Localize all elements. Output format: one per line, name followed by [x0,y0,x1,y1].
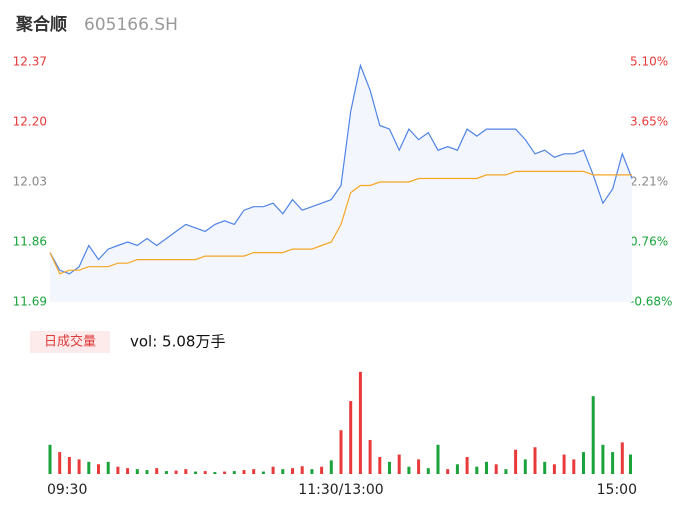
volume-total: vol: 5.08万手 [130,333,225,351]
volume-bar [485,461,488,474]
y-tick-label: 12.03 [13,175,47,189]
volume-bar [135,469,139,474]
y2-tick-label: -0.68% [630,295,672,309]
volume-bar [126,468,130,474]
volume-bar [562,454,566,474]
stock-code: 605166.SH [84,15,178,35]
volume-bar [261,471,265,474]
volume-bar [271,466,275,474]
volume-bar [252,469,256,474]
volume-bar [368,439,372,474]
volume-bar [67,456,71,474]
volume-bar [155,468,159,474]
volume-bar [358,371,362,474]
price-area [50,65,632,302]
y2-tick-label: 0.76% [630,235,668,249]
volume-bar [242,470,246,474]
volume-bar [523,459,527,474]
volume-bar [543,461,547,474]
volume-title: 日成交量 [44,334,96,350]
x-tick-label: 09:30 [47,482,87,498]
volume-bar [407,466,411,474]
volume-bar [465,456,469,474]
volume-bar [339,430,343,474]
volume-bar [58,452,62,474]
volume-bar [232,471,236,474]
volume-bar [494,464,498,474]
volume-bar [572,459,576,474]
volume-bar [629,454,632,474]
volume-bar [174,470,178,474]
volume-bar [300,466,304,474]
volume-bar [97,464,100,474]
y2-tick-label: 2.21% [630,175,668,189]
volume-bar [475,466,479,474]
volume-bar [388,461,391,474]
volume-bar [514,449,518,474]
volume-bar [184,469,188,474]
x-tick-label: 11:30/13:00 [298,482,383,498]
volume-bar [194,471,197,474]
volume-bar [620,442,624,474]
y-tick-label: 12.37 [13,55,47,69]
volume-bar [87,461,91,474]
volume-bar [417,459,421,474]
volume-bar [552,464,556,474]
volume-bar [48,444,52,474]
volume-bar [378,456,382,474]
volume-bar [291,468,294,474]
volume-bar [164,471,168,474]
y2-tick-label: 3.65% [630,115,668,129]
y-tick-label: 12.20 [13,115,47,129]
volume-bar [77,459,81,474]
volume-bar [310,469,314,474]
volume-bar [533,447,537,474]
volume-bar [281,469,285,474]
volume-bar [611,452,615,474]
volume-bar [106,461,110,474]
x-tick-label: 15:00 [597,482,637,498]
volume-bar [591,396,595,474]
volume-bar [349,401,353,474]
y-tick-label: 11.69 [13,295,47,309]
volume-bar [223,471,227,474]
volume-bar [446,469,450,474]
volume-bar [582,452,585,474]
stock-name: 聚合顺 [15,14,67,35]
volume-bar [145,470,149,474]
volume-bar [601,444,605,474]
volume-bar [455,464,459,474]
volume-bar [320,466,324,474]
volume-bar [329,460,333,474]
volume-label-box [30,331,110,353]
volume-bar [203,471,207,474]
volume-bar [504,469,508,474]
volume-bar [426,468,430,474]
volume-bar [213,472,217,474]
price-line [49,63,633,275]
y2-tick-label: 5.10% [630,55,668,69]
volume-bar [397,454,401,474]
volume-bar [436,444,440,474]
average-line [49,170,632,275]
y-tick-label: 11.86 [13,235,47,249]
volume-bar [116,466,120,474]
